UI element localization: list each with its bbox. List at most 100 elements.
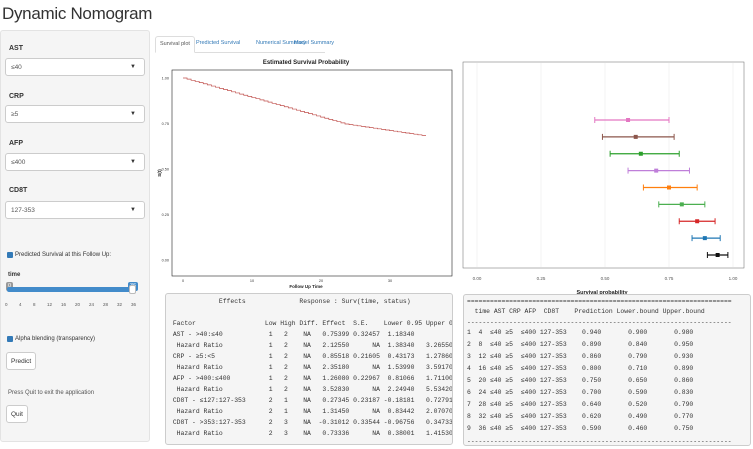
sidebar-panel: AST ≤40 ▼ CRP ≥5 ▼ AFP ≤400 ▼ CD8T 127-3… bbox=[0, 30, 150, 442]
prediction-point bbox=[633, 134, 638, 139]
prediction-point bbox=[715, 253, 720, 257]
afp-select[interactable]: ≤400 ▼ bbox=[5, 153, 145, 171]
slider-tick-label: 16 bbox=[61, 302, 67, 307]
table-row: 8 32 ≤40 ≥5 ≤400 127-353 0.620 0.490 0.7… bbox=[467, 413, 694, 420]
slider-tick-label: 32 bbox=[117, 302, 123, 307]
table-row: 5 20 ≤40 ≥5 ≤400 127-353 0.750 0.650 0.8… bbox=[467, 377, 694, 384]
effects-row: CD8T - ≤127:127-353 2 1 NA 0.27345 0.231… bbox=[169, 397, 453, 404]
slider-min-badge: 0 bbox=[6, 282, 14, 291]
prediction-point bbox=[626, 118, 631, 122]
slider-tick-label: 28 bbox=[103, 302, 109, 307]
app-title: Dynamic Nomogram bbox=[2, 4, 153, 23]
table-row: 9 36 ≤40 ≥5 ≤400 127-353 0.590 0.460 0.7… bbox=[467, 425, 694, 432]
slider-tick-label: 0 bbox=[5, 302, 8, 307]
interval-plot-x-tick: 0.50 bbox=[601, 276, 610, 281]
effects-row: CRP - ≥5:<5 1 2 NA 0.85518 0.21605 0.431… bbox=[169, 353, 453, 360]
interval-mark-t8 bbox=[691, 235, 721, 242]
ast-select[interactable]: ≤40 ▼ bbox=[5, 58, 145, 76]
survival-plot-frame bbox=[171, 69, 453, 277]
effects-row: Hazard Ratio 1 2 NA 2.12550 NA 1.38340 3… bbox=[169, 342, 453, 349]
prediction-point bbox=[679, 202, 684, 207]
slider-tick-label: 4 bbox=[19, 302, 22, 307]
table-row: 6 24 ≤40 ≥5 ≤400 127-353 0.700 0.590 0.8… bbox=[467, 389, 694, 396]
tab-model-summary[interactable]: Model Summary bbox=[294, 40, 335, 46]
effects-row: Hazard Ratio 2 1 NA 1.31450 NA 0.83442 2… bbox=[169, 408, 453, 415]
prediction-point bbox=[695, 219, 700, 224]
survival-x-tick: 30 bbox=[388, 279, 392, 283]
interval-mark-t20 bbox=[642, 184, 698, 191]
table-row: 2 8 ≤40 ≥5 ≤400 127-353 0.890 0.840 0.95… bbox=[467, 341, 694, 348]
afp-label: AFP bbox=[9, 140, 23, 147]
slider-tick-label: 12 bbox=[47, 302, 53, 307]
crp-select-value: ≥5 bbox=[11, 111, 19, 118]
survival-curve bbox=[183, 77, 426, 136]
ast-label: AST bbox=[9, 45, 23, 52]
ast-select-value: ≤40 bbox=[11, 64, 22, 71]
crp-select[interactable]: ≥5 ▼ bbox=[5, 105, 145, 123]
interval-mark-t32 bbox=[601, 133, 675, 140]
slider-tick-label: 8 bbox=[33, 302, 36, 307]
survival-x-label: Follow Up Time bbox=[289, 284, 323, 289]
effects-row: AST - >40:≤40 1 2 NA 0.75399 0.32457 1.1… bbox=[169, 331, 415, 338]
prediction-table-output: ========================================… bbox=[463, 294, 751, 446]
cd8t-label: CD8T bbox=[9, 187, 28, 194]
slider-tick-label: 20 bbox=[75, 302, 81, 307]
crp-label: CRP bbox=[9, 93, 24, 100]
survival-x-tick: 20 bbox=[319, 279, 323, 283]
tab-numerical-summary[interactable]: Numerical Summary bbox=[256, 40, 306, 46]
alpha-blending-checkbox[interactable] bbox=[7, 336, 13, 342]
survival-y-label: S(t) bbox=[157, 169, 162, 177]
prediction-interval-plot: 0.00 0.25 0.50 0.75 1.00 Survival probabilit… bbox=[462, 61, 745, 296]
interval-plot-x-ticks: 0.00 0.25 0.50 0.75 1.00 bbox=[473, 276, 738, 281]
survival-y-tick: 0.50 bbox=[162, 168, 169, 172]
cd8t-select-value: 127-353 bbox=[11, 207, 35, 214]
interval-mark-t12 bbox=[678, 218, 716, 225]
prediction-point bbox=[638, 151, 643, 156]
quit-instruction: Press Quit to exit the application bbox=[8, 390, 95, 396]
survival-y-ticks: 0.00 0.25 0.50 0.75 1.00 bbox=[162, 77, 169, 263]
interval-plot-x-tick: 0.75 bbox=[665, 276, 674, 281]
survival-y-tick: 1.00 bbox=[162, 77, 169, 81]
interval-mark-t4 bbox=[706, 252, 729, 258]
slider-tick-label: 24 bbox=[89, 302, 95, 307]
effects-row: CD8T - >353:127-353 2 3 NA -0.31012 0.33… bbox=[169, 419, 453, 426]
survival-y-tick: 0.75 bbox=[162, 122, 169, 126]
interval-plot-marks bbox=[594, 117, 729, 258]
tab-survival-plot[interactable]: Survival plot bbox=[155, 36, 195, 53]
prediction-point bbox=[654, 168, 659, 173]
predicted-survival-checkbox[interactable] bbox=[7, 252, 13, 258]
survival-plot-title: Estimated Survival Probability bbox=[263, 60, 350, 66]
interval-plot-x-label: Survival probability bbox=[576, 290, 628, 296]
predicted-survival-label: Predicted Survival at this Follow Up: bbox=[15, 252, 112, 258]
interval-mark-t24 bbox=[627, 167, 690, 174]
chevron-down-icon: ▼ bbox=[130, 207, 136, 213]
table-row: 1 4 ≤40 ≥5 ≤400 127-353 0.940 0.900 0.98… bbox=[467, 329, 694, 336]
time-slider-handle[interactable] bbox=[129, 285, 136, 294]
table-row: 3 12 ≤40 ≥5 ≤400 127-353 0.860 0.790 0.9… bbox=[467, 353, 694, 360]
survival-y-tick: 0.00 bbox=[162, 259, 169, 263]
cd8t-select[interactable]: 127-353 ▼ bbox=[5, 201, 145, 219]
survival-x-ticks: 0 10 20 30 bbox=[182, 279, 392, 283]
interval-plot-x-tick: 0.00 bbox=[473, 276, 482, 281]
time-slider-fill[interactable] bbox=[7, 287, 133, 292]
tab-bar-divider bbox=[155, 52, 325, 53]
chevron-down-icon: ▼ bbox=[130, 159, 136, 165]
afp-select-value: ≤400 bbox=[11, 159, 26, 166]
prediction-point bbox=[667, 185, 671, 190]
effects-row: Hazard Ratio 2 3 NA 0.73336 NA 0.38001 1… bbox=[169, 430, 453, 437]
prediction-table-header: time AST CRP AFP CD8T Prediction Lower.b… bbox=[467, 308, 705, 315]
predict-button[interactable]: Predict bbox=[6, 352, 37, 370]
interval-plot-x-tick: 0.25 bbox=[537, 276, 546, 281]
interval-mark-t28 bbox=[609, 150, 680, 157]
prediction-table-separator: ========================================… bbox=[467, 298, 732, 305]
time-label: time bbox=[8, 272, 21, 278]
table-row: 4 16 ≤40 ≥5 ≤400 127-353 0.800 0.710 0.8… bbox=[467, 365, 694, 372]
tab-predicted-survival[interactable]: Predicted Survival bbox=[196, 40, 241, 46]
chevron-down-icon: ▼ bbox=[130, 64, 136, 70]
effects-row: Hazard Ratio 1 2 NA 3.52830 NA 2.24940 5… bbox=[169, 386, 453, 393]
survival-plot: Estimated Survival Probability 0.000.250… bbox=[157, 60, 453, 289]
prediction-table-dash: ----------------------------------------… bbox=[467, 319, 732, 326]
interval-mark-t16 bbox=[658, 201, 706, 208]
quit-button[interactable]: Quit bbox=[6, 405, 28, 423]
chevron-down-icon: ▼ bbox=[130, 111, 136, 117]
